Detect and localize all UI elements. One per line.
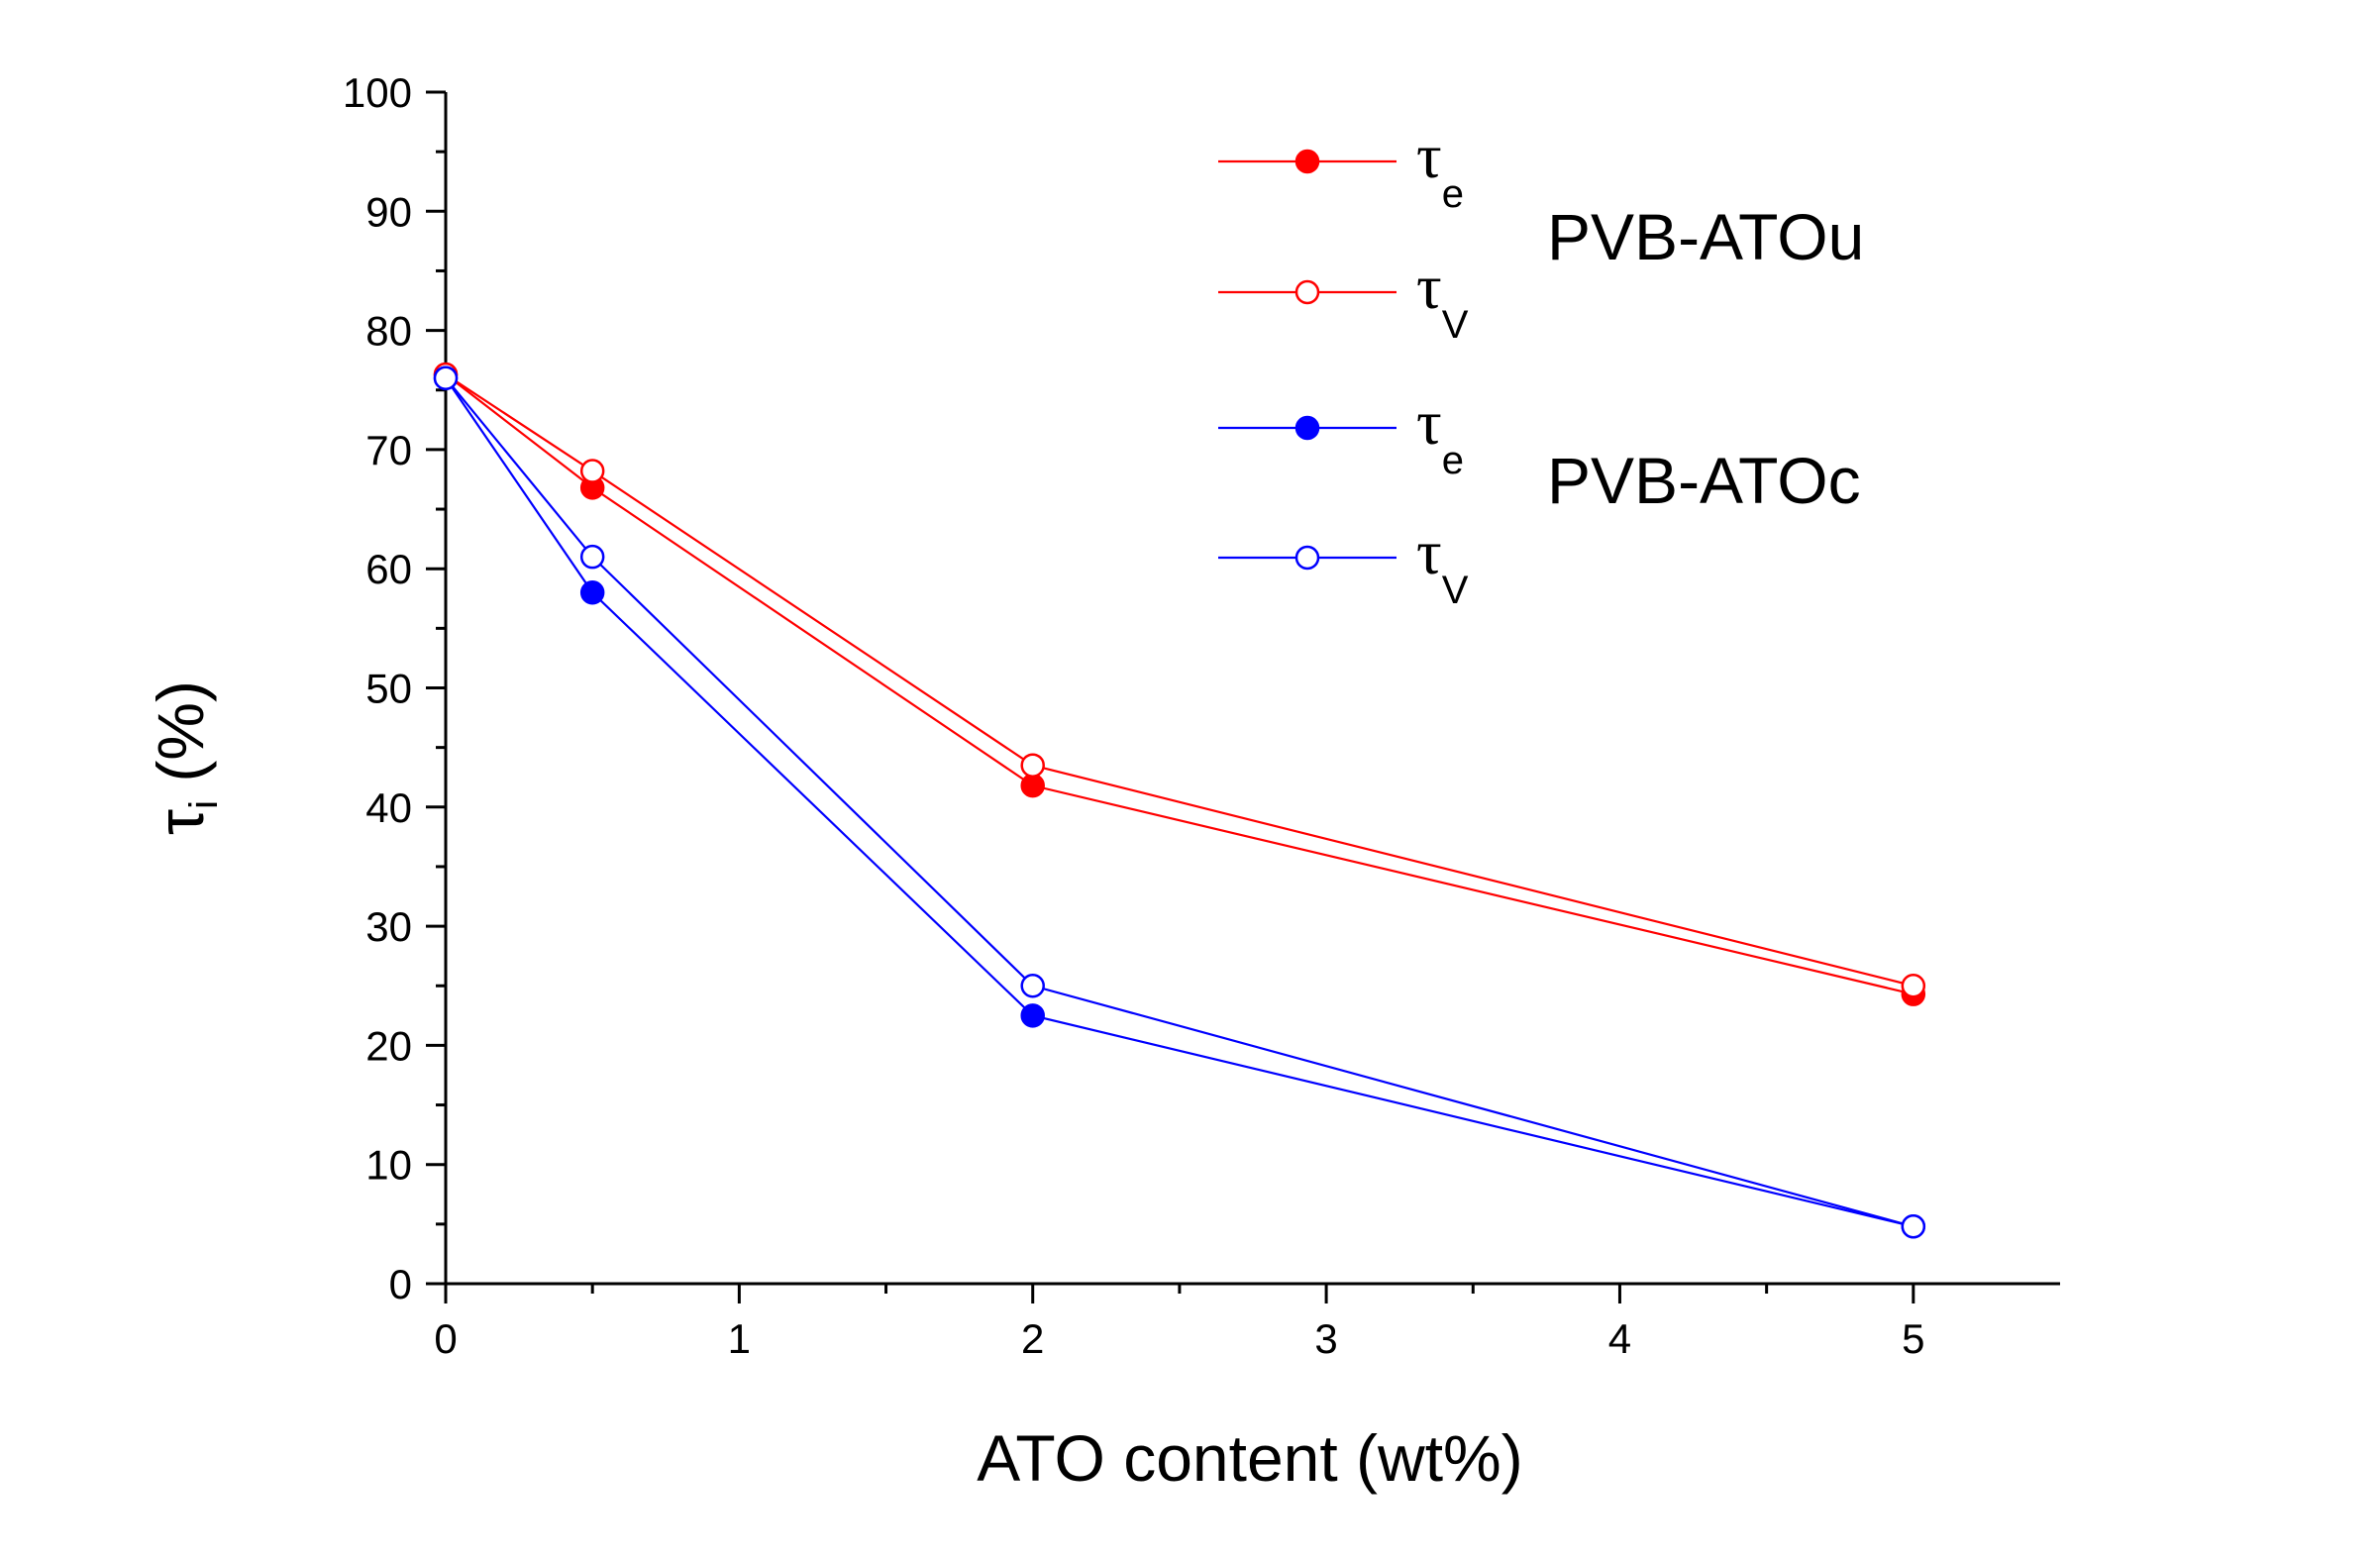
legend-label-symbol: τ bbox=[1416, 517, 1442, 587]
legend-marker bbox=[1294, 415, 1320, 441]
data-point bbox=[1020, 1003, 1045, 1028]
x-tick-label: 5 bbox=[1902, 1315, 1924, 1362]
y-axis-title-unit: (%) bbox=[144, 680, 217, 782]
series-line bbox=[445, 377, 1914, 1228]
y-tick-label: 80 bbox=[365, 308, 412, 355]
legend-marker bbox=[1294, 545, 1320, 571]
y-tick-label: 50 bbox=[365, 666, 412, 712]
y-tick-label: 30 bbox=[365, 903, 412, 950]
y-tick-label: 10 bbox=[365, 1142, 412, 1189]
data-point bbox=[579, 459, 605, 483]
axes: 0 10 20 30 40 50 60 70 80 90 100 0 1 2 3 4 5 bbox=[343, 69, 2060, 1362]
legend-entry-2: τe bbox=[1218, 387, 1464, 482]
legend-label-subscript: V bbox=[1442, 303, 1469, 347]
y-axis-title: τi (%) bbox=[144, 680, 226, 835]
x-tick-label: 0 bbox=[434, 1315, 457, 1362]
x-tick-label: 1 bbox=[728, 1315, 751, 1362]
y-tick-label: 70 bbox=[365, 427, 412, 473]
series-layer bbox=[433, 362, 1926, 1239]
legend-label-subscript: e bbox=[1442, 172, 1464, 216]
legend-entry-3: τV bbox=[1218, 517, 1469, 612]
series-line bbox=[445, 377, 1914, 1228]
legend-label-symbol: τ bbox=[1416, 121, 1442, 191]
y-tick-label: 0 bbox=[389, 1261, 412, 1307]
legend-label-symbol: τ bbox=[1416, 387, 1442, 458]
series-3 bbox=[433, 365, 1926, 1239]
legend-entry-0: τe bbox=[1218, 121, 1464, 216]
y-axis-title-subscript: i bbox=[182, 800, 226, 809]
legend-label-subscript: V bbox=[1442, 569, 1469, 612]
y-tick-label: 20 bbox=[365, 1022, 412, 1069]
x-axis-title: ATO content (wt%) bbox=[977, 1421, 1522, 1495]
legend-marker bbox=[1294, 149, 1320, 174]
data-point bbox=[1020, 773, 1045, 798]
legend-label: τV bbox=[1416, 252, 1469, 347]
legend-label: τe bbox=[1416, 121, 1464, 216]
legend-label: τe bbox=[1416, 387, 1464, 482]
legend-label-subscript: e bbox=[1442, 439, 1464, 482]
data-point bbox=[1020, 974, 1045, 998]
legend-group-label: PVB-ATOu bbox=[1547, 200, 1864, 273]
data-point bbox=[1901, 974, 1926, 998]
x-tick-label: 2 bbox=[1021, 1315, 1044, 1362]
legend-group-label: PVB-ATOc bbox=[1547, 444, 1861, 517]
data-point bbox=[579, 580, 605, 605]
series-line bbox=[445, 373, 1914, 988]
data-point bbox=[1020, 753, 1045, 778]
y-tick-label: 100 bbox=[343, 69, 412, 116]
data-point bbox=[1901, 1214, 1926, 1239]
x-tick-label: 3 bbox=[1314, 1315, 1337, 1362]
data-point bbox=[433, 365, 459, 390]
y-tick-label: 40 bbox=[365, 784, 412, 831]
y-tick-label: 60 bbox=[365, 546, 412, 592]
data-point bbox=[579, 544, 605, 570]
legend-label-symbol: τ bbox=[1416, 252, 1442, 322]
legend-marker bbox=[1294, 279, 1320, 305]
series-line bbox=[445, 373, 1914, 995]
legend-entry-1: τV bbox=[1218, 252, 1469, 347]
legend-label: τV bbox=[1416, 517, 1469, 612]
x-tick-label: 4 bbox=[1608, 1315, 1631, 1362]
y-tick-label: 90 bbox=[365, 188, 412, 235]
y-axis-title-symbol: τ bbox=[144, 809, 217, 835]
